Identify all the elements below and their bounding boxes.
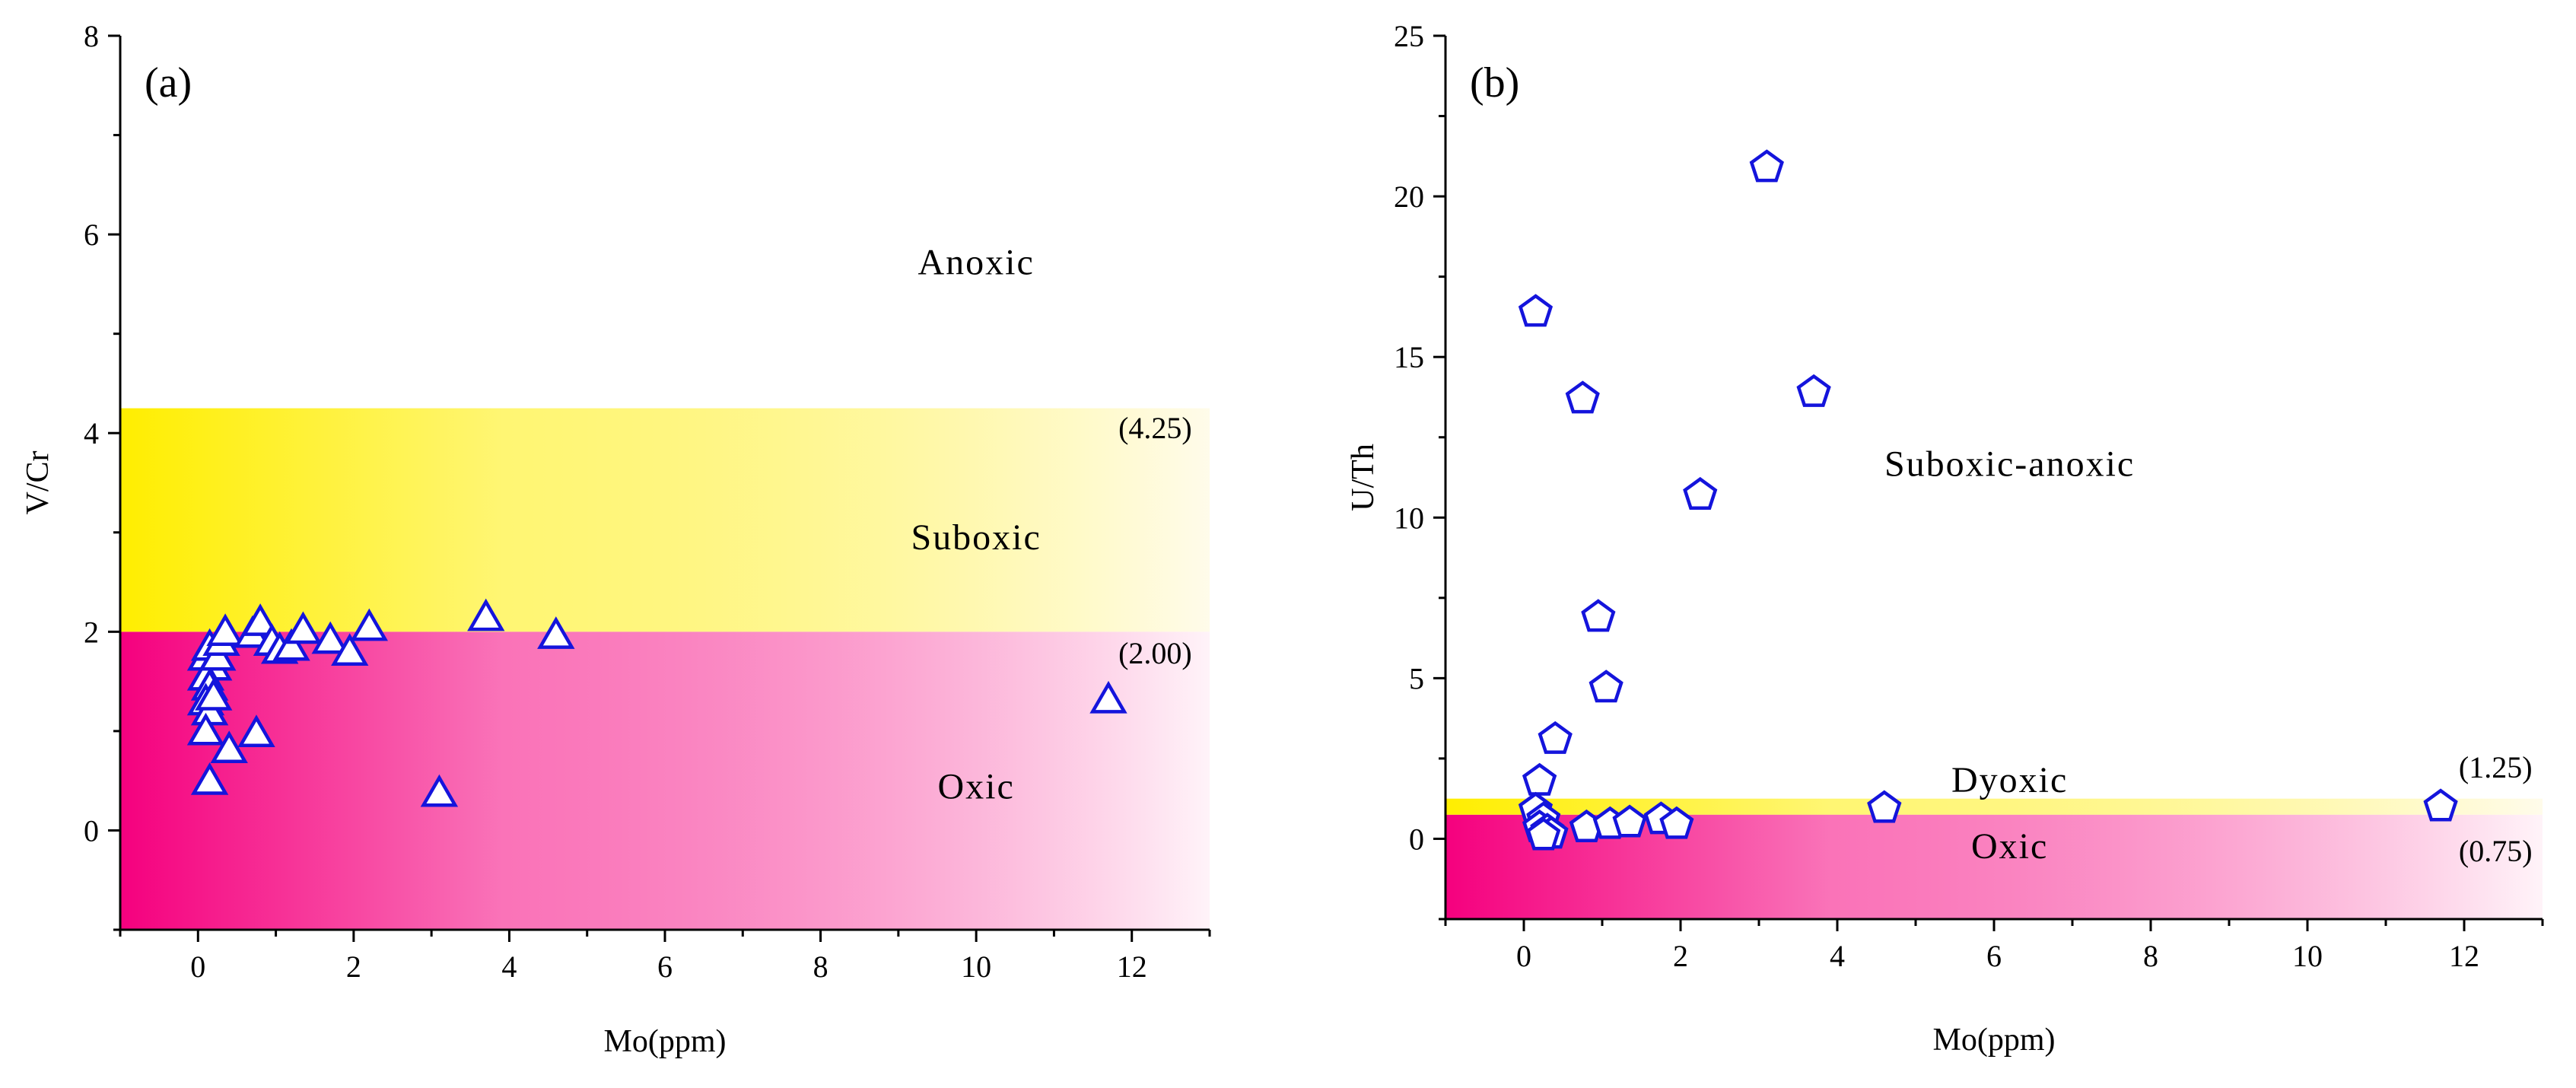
chart-a-x-tick-label: 4 — [501, 950, 517, 984]
chart-a-region-labels: Oxic Suboxic Anoxic — [911, 242, 1041, 807]
chart-b-x-tick-label: 8 — [2143, 939, 2158, 973]
chart-b: 0 2 4 6 8 10 12 0 5 10 15 20 25 Oxic Dyoxic Suboxic-an… — [1346, 19, 2544, 1058]
chart-a-y-axis-title: V/Cr — [21, 450, 56, 514]
chart-a-x-tick-label: 2 — [346, 950, 361, 984]
chart-a-x-tick-label: 0 — [190, 950, 205, 984]
chart-a-data-point — [272, 628, 310, 661]
chart-a-y-tick-label: 2 — [84, 615, 99, 649]
chart-b-data-point — [1565, 380, 1600, 414]
chart-b-ticks: 0 2 4 6 8 10 12 0 5 10 15 20 25 — [1394, 19, 2544, 973]
chart-a-y-tick-label: 0 — [84, 813, 99, 848]
chart-b-threshold-label: (0.75) — [2459, 834, 2533, 868]
chart-a-regions — [120, 408, 1210, 930]
chart-b-x-tick-label: 10 — [2292, 939, 2323, 973]
chart-b-data-point — [2423, 788, 2458, 822]
chart-b-x-tick-label: 12 — [2449, 939, 2479, 973]
chart-a-data-point — [537, 616, 575, 649]
chart-a-x-tick-label: 6 — [657, 950, 673, 984]
chart-b-y-tick-label: 5 — [1409, 661, 1424, 695]
chart-b-threshold-labels: (1.25) (0.75) — [2459, 750, 2533, 868]
chart-a-region-label-oxic: Oxic — [937, 767, 1014, 807]
chart-a-threshold-labels: (4.25) (2.00) — [1118, 411, 1192, 670]
chart-b-x-axis-title: Mo(ppm) — [1933, 1023, 2056, 1058]
chart-a-threshold-label: (4.25) — [1118, 411, 1192, 445]
chart-a-data-point — [206, 613, 244, 646]
chart-b-region-labels: Oxic Dyoxic Suboxic-anoxic — [1884, 444, 2135, 867]
chart-b-y-axis-title: U/Th — [1346, 444, 1381, 511]
chart-b-region-label-dyoxic: Dyoxic — [1951, 760, 2068, 800]
chart-b-y-tick-label: 20 — [1394, 180, 1424, 214]
chart-a-data-point — [420, 774, 459, 807]
chart-a-data-point — [284, 611, 323, 644]
chart-b-data-point — [1612, 804, 1647, 838]
chart-b-threshold-label: (1.25) — [2459, 750, 2533, 784]
chart-a-y-tick-label: 4 — [84, 416, 99, 450]
chart-b-y-tick-label: 0 — [1409, 822, 1424, 856]
chart-a-data-point — [195, 677, 233, 711]
chart-b-data-point — [1796, 374, 1831, 407]
chart-a-y-tick-label: 6 — [84, 218, 99, 252]
chart-b-data-point — [1659, 806, 1694, 839]
chart-a-data-point — [311, 621, 349, 654]
chart-a-x-axis-title: Mo(ppm) — [604, 1024, 727, 1059]
chart-b-data-point — [1526, 817, 1561, 851]
chart-b-x-tick-label: 6 — [1986, 939, 2002, 973]
chart-b-region-label-suboxic-anoxic: Suboxic-anoxic — [1884, 444, 2135, 484]
chart-b-y-tick-label: 15 — [1394, 340, 1424, 374]
chart-b-region-dyoxic — [1445, 798, 2543, 815]
chart-a-x-tick-label: 10 — [961, 950, 991, 984]
chart-b-data-point — [1589, 670, 1624, 703]
chart-a-data-point — [237, 714, 275, 748]
chart-a-panel-label: (a) — [145, 59, 192, 107]
chart-b-data-point — [1683, 476, 1718, 510]
chart-a-points — [186, 598, 1127, 807]
chart-a-data-point — [467, 598, 505, 631]
chart-a-region-label-anoxic: Anoxic — [918, 242, 1034, 282]
chart-a-data-point — [350, 608, 388, 641]
chart-b-x-tick-label: 4 — [1830, 939, 1845, 973]
chart-b-data-point — [1522, 762, 1557, 796]
chart-b-x-tick-label: 0 — [1516, 939, 1531, 973]
chart-a-ticks: 0 2 4 6 8 10 12 0 2 4 6 8 — [84, 19, 1211, 984]
chart-a-y-tick-label: 8 — [84, 19, 99, 53]
chart-b-points — [1518, 149, 2458, 851]
chart-a-x-tick-label: 12 — [1117, 950, 1147, 984]
chart-b-data-point — [1867, 790, 1902, 823]
chart-a-threshold-label: (2.00) — [1118, 636, 1192, 670]
chart-a-data-point — [331, 633, 369, 666]
chart-b-data-point — [1749, 149, 1784, 183]
chart-a-data-point — [186, 712, 225, 746]
chart-b-y-tick-label: 10 — [1394, 501, 1424, 535]
chart-b-panel-label: (b) — [1470, 59, 1519, 107]
chart-b-x-tick-label: 2 — [1673, 939, 1688, 973]
chart-a-data-point — [190, 762, 229, 795]
chart-a-data-point — [210, 730, 248, 763]
chart-b-data-point — [1538, 721, 1573, 754]
chart-b-data-point — [1518, 294, 1554, 327]
chart-a-x-tick-label: 8 — [813, 950, 828, 984]
chart-b-data-point — [1581, 599, 1616, 632]
chart-a-data-point — [241, 603, 279, 636]
chart-a-region-label-suboxic: Suboxic — [911, 517, 1041, 558]
chart-a-region-oxic — [120, 631, 1210, 930]
chart-a-region-suboxic — [120, 408, 1210, 632]
chart-a-data-point — [1089, 680, 1127, 714]
chart-b-region-label-oxic: Oxic — [1971, 826, 2048, 867]
chart-b-y-tick-label: 25 — [1394, 19, 1424, 53]
